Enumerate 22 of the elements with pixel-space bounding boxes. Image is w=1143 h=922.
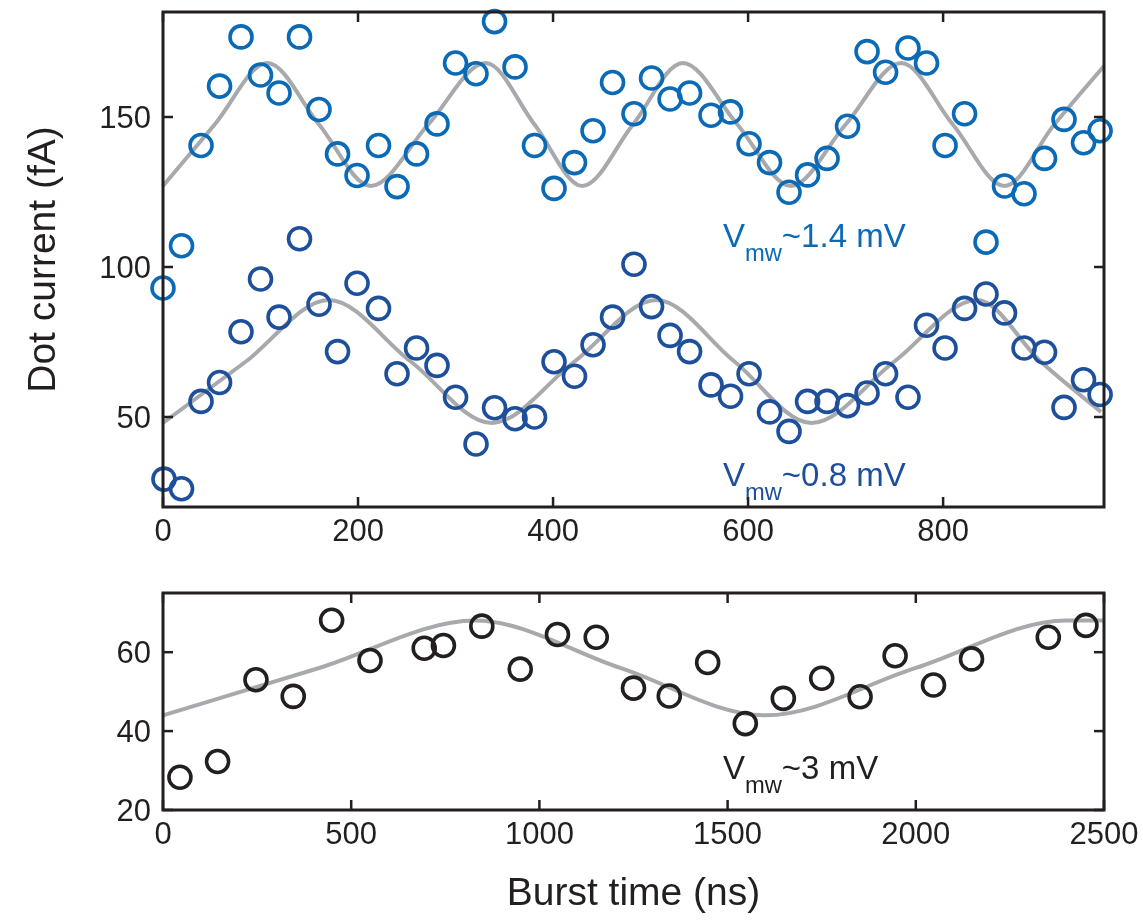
y-tick-label: 50 xyxy=(116,400,151,435)
x-axis-title: Burst time (ns) xyxy=(506,870,761,913)
x-tick-label: 400 xyxy=(527,513,579,548)
x-tick-label: 2000 xyxy=(881,816,951,851)
x-tick-label: 200 xyxy=(332,513,384,548)
y-tick-label: 100 xyxy=(99,250,151,285)
series-label: V$_{mw}$~0.8 mV xyxy=(722,456,906,505)
x-tick-label: 600 xyxy=(722,513,774,548)
y-tick-label: 40 xyxy=(116,714,151,750)
x-tick-label: 800 xyxy=(917,513,969,548)
x-tick-label: 2500 xyxy=(1069,816,1139,851)
y-tick-label: 60 xyxy=(116,635,151,671)
y-axis-title: Dot current (fA) xyxy=(20,126,63,393)
x-tick-label: 500 xyxy=(325,816,378,851)
x-tick-label: 0 xyxy=(154,816,172,851)
x-tick-label: 1000 xyxy=(504,816,574,851)
x-tick-label: 1500 xyxy=(693,816,763,851)
series-label: V$_{mw}$~1.4 mV xyxy=(722,217,906,266)
y-tick-label: 150 xyxy=(99,100,151,135)
y-tick-label: 20 xyxy=(116,793,151,828)
x-tick-label: 0 xyxy=(154,513,172,548)
series-label: V$_{mw}$~3 mV xyxy=(722,748,879,798)
